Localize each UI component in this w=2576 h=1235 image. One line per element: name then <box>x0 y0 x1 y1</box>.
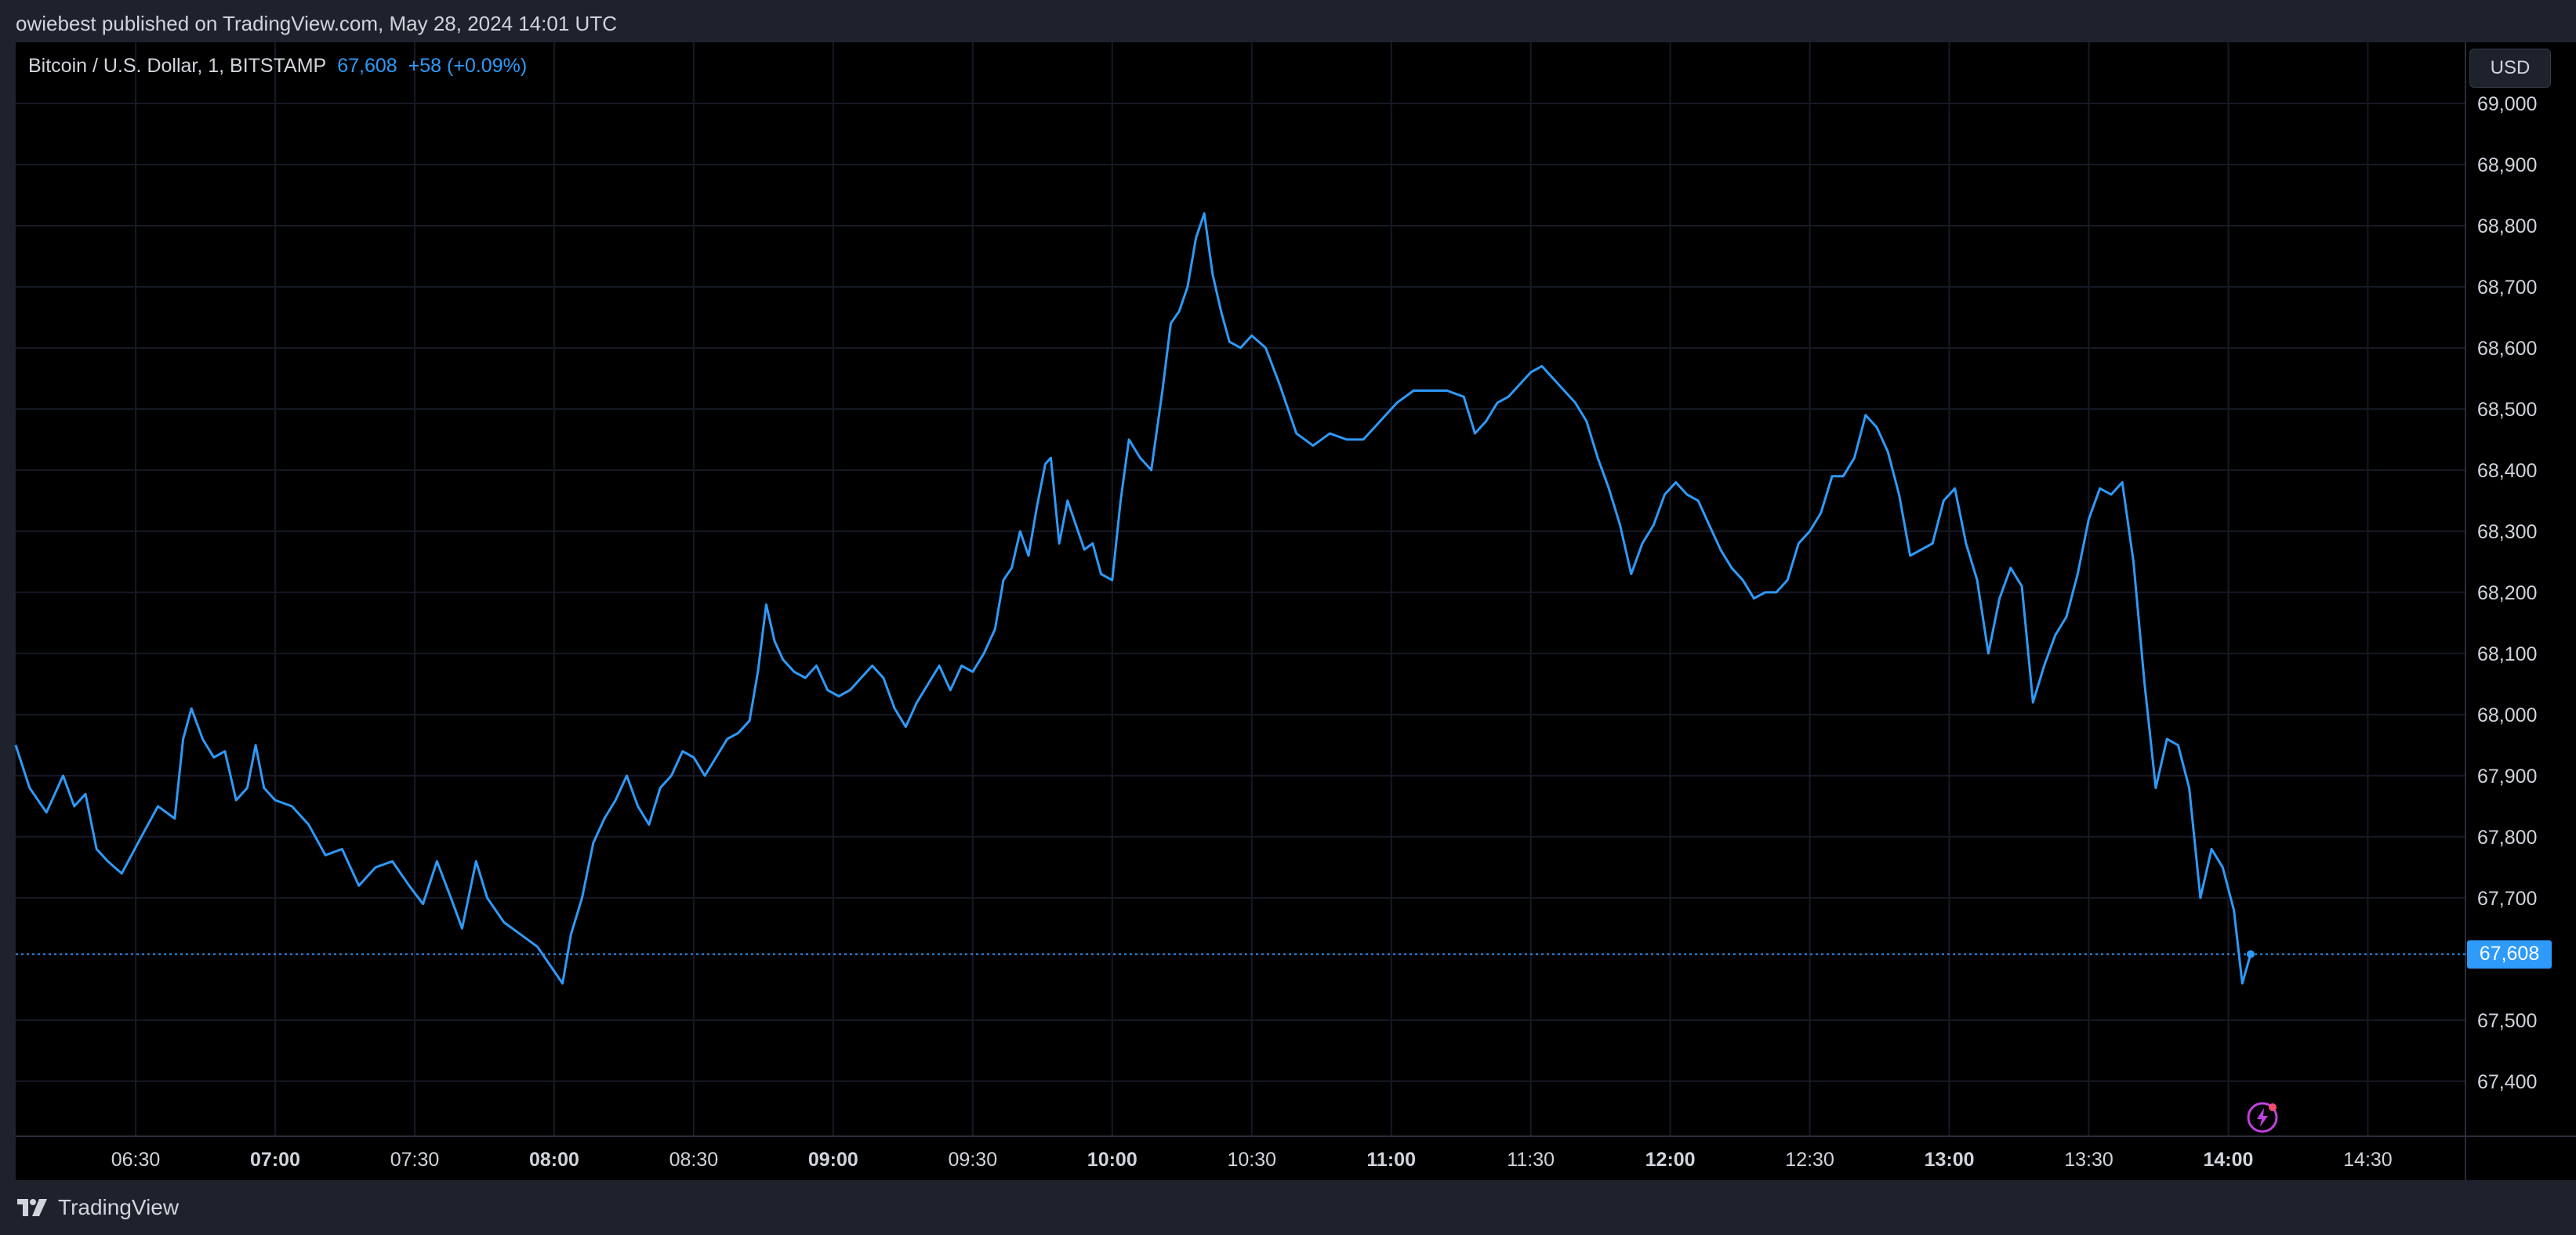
currency-button[interactable]: USD <box>2469 49 2551 88</box>
y-tick-label: 67,900 <box>2477 766 2537 788</box>
x-tick-label: 09:00 <box>808 1149 858 1171</box>
bottom-bar <box>0 1180 2576 1235</box>
x-tick-label: 08:00 <box>529 1149 579 1171</box>
grid-layer <box>16 42 2576 1180</box>
y-tick-label: 68,300 <box>2477 521 2537 543</box>
x-tick-label: 14:30 <box>2343 1149 2393 1171</box>
x-tick-label: 10:30 <box>1227 1149 1276 1171</box>
tradingview-logo-icon <box>17 1199 47 1216</box>
legend-price: 67,608 <box>337 55 397 77</box>
x-tick-label: 13:00 <box>1925 1149 1975 1171</box>
y-tick-label: 68,900 <box>2477 154 2537 176</box>
y-tick-label: 68,000 <box>2477 704 2537 726</box>
y-tick-label: 68,400 <box>2477 460 2537 482</box>
chart-frame[interactable] <box>16 42 2576 1180</box>
y-tick-label: 68,700 <box>2477 277 2537 299</box>
x-tick-label: 13:30 <box>2064 1149 2113 1171</box>
x-tick-label: 11:00 <box>1366 1149 1416 1171</box>
lightning-icon[interactable] <box>2245 1100 2280 1135</box>
y-tick-label: 68,600 <box>2477 338 2537 360</box>
x-tick-label: 07:00 <box>250 1149 300 1171</box>
y-tick-label: 67,400 <box>2477 1071 2537 1093</box>
x-tick-label: 12:30 <box>1785 1149 1834 1171</box>
last-price-point <box>2246 950 2255 958</box>
y-tick-label: 69,000 <box>2477 93 2537 115</box>
top-bar: owiebest published on TradingView.com, M… <box>0 0 2576 42</box>
price-chart[interactable]: 69,000 68,900 68,800 68,700 68,600 68,500 68,4… <box>0 0 2576 1180</box>
y-axis-labels: 69,000 68,900 68,800 68,700 68,600 68,500 68,4… <box>2477 93 2537 1093</box>
x-tick-label: 14:00 <box>2203 1149 2253 1171</box>
legend-change: +58 (+0.09%) <box>408 55 528 77</box>
price-series-line <box>14 212 2252 985</box>
x-tick-label: 08:30 <box>669 1149 719 1171</box>
x-tick-label: 10:00 <box>1087 1149 1137 1171</box>
chart-legend[interactable]: Bitcoin / U.S. Dollar, 1, BITSTAMP 67,60… <box>28 55 527 78</box>
y-tick-label: 68,100 <box>2477 643 2537 665</box>
published-info: owiebest published on TradingView.com, M… <box>16 12 617 35</box>
y-tick-label: 68,500 <box>2477 399 2537 421</box>
x-tick-label: 06:30 <box>111 1149 161 1171</box>
y-tick-label: 67,700 <box>2477 888 2537 910</box>
tradingview-brand[interactable]: TradingView <box>16 1194 179 1221</box>
brand-name: TradingView <box>58 1195 180 1219</box>
y-tick-label: 67,500 <box>2477 1010 2537 1032</box>
x-axis-labels: 06:30 07:00 07:30 08:00 08:30 09:00 09:30 10:00… <box>111 1149 2393 1171</box>
x-tick-label: 07:30 <box>390 1149 440 1171</box>
y-tick-label: 68,200 <box>2477 582 2537 604</box>
last-price-tag: 67,608 <box>2467 940 2552 969</box>
symbol-title[interactable]: Bitcoin / U.S. Dollar, 1, BITSTAMP <box>28 55 327 77</box>
x-tick-label: 11:30 <box>1507 1149 1555 1171</box>
y-tick-label: 68,800 <box>2477 215 2537 237</box>
x-tick-label: 12:00 <box>1645 1149 1696 1171</box>
y-tick-label: 67,800 <box>2477 827 2537 849</box>
x-tick-label: 09:30 <box>949 1149 998 1171</box>
